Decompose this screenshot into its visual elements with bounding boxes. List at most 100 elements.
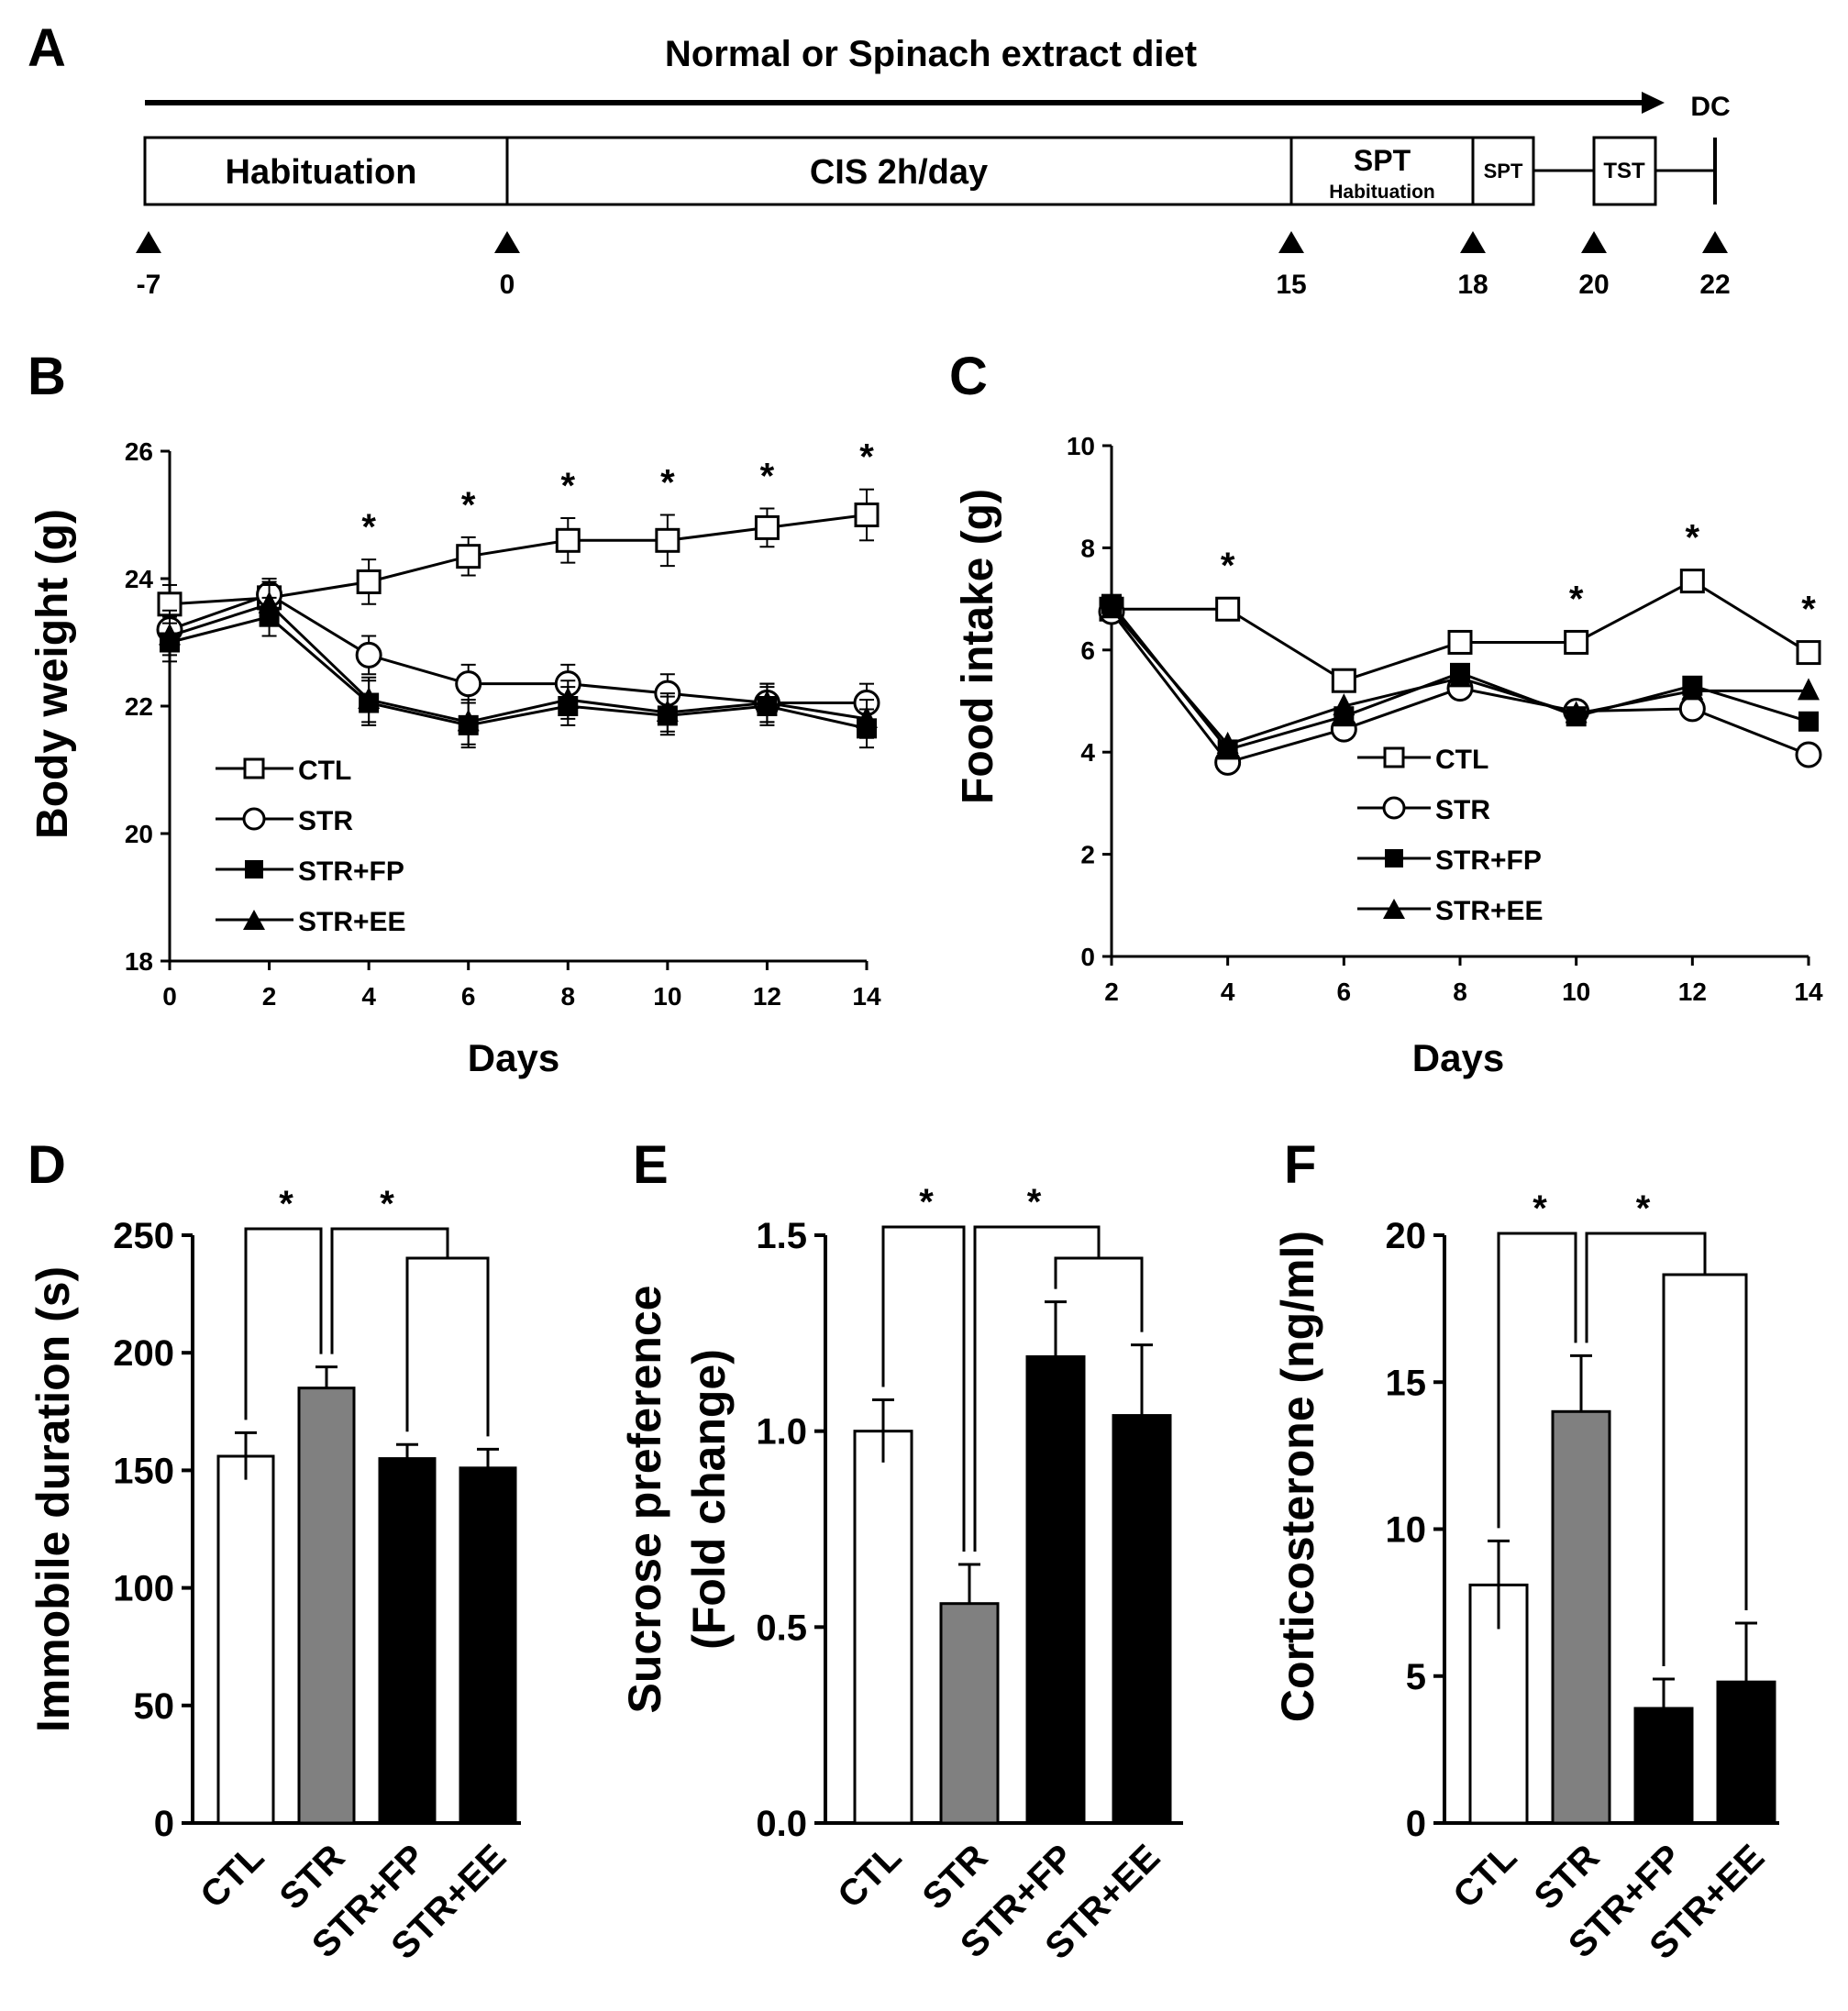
significance-bracket bbox=[1585, 1232, 1707, 1343]
legend-label: STR+EE bbox=[298, 907, 406, 937]
series-str-ee bbox=[1101, 596, 1820, 754]
data-point-marker bbox=[754, 514, 780, 540]
x-tick-label: 4 bbox=[361, 982, 376, 1011]
bar bbox=[378, 1457, 437, 1825]
data-point-marker bbox=[455, 670, 482, 698]
significance-star: * bbox=[361, 507, 376, 547]
significance-star: * bbox=[760, 457, 775, 497]
day-marker-label: 20 bbox=[1578, 270, 1609, 300]
y-axis-title-line2: (Fold change) bbox=[683, 1349, 735, 1650]
legend-marker-open-circle bbox=[242, 807, 266, 831]
legend-label: STR bbox=[1435, 795, 1490, 825]
significance-star: * bbox=[279, 1184, 293, 1224]
data-point-marker bbox=[655, 527, 681, 553]
y-tick-label: 200 bbox=[113, 1333, 174, 1374]
y-tick-label: 0 bbox=[1406, 1804, 1426, 1844]
legend-item-str-ee: STR+EE bbox=[1357, 896, 1544, 926]
x-tick-label: 6 bbox=[461, 982, 476, 1011]
legend-item-str-fp: STR+FP bbox=[216, 856, 404, 887]
bar bbox=[939, 1602, 1000, 1825]
significance-star: * bbox=[1636, 1188, 1651, 1229]
y-tick-label: 20 bbox=[1386, 1216, 1427, 1256]
significance-star: * bbox=[380, 1184, 394, 1224]
legend-item-str-ee: STR+EE bbox=[216, 907, 406, 937]
marker-triangle bbox=[1702, 231, 1728, 253]
y-tick-label: 10 bbox=[1386, 1510, 1427, 1551]
bar bbox=[1633, 1707, 1694, 1825]
data-point-marker bbox=[1798, 678, 1820, 701]
bar bbox=[459, 1466, 517, 1825]
x-tick-label: 12 bbox=[753, 982, 781, 1011]
series-line bbox=[169, 514, 868, 606]
legend-marker-open-circle bbox=[1382, 796, 1406, 820]
significance-star: * bbox=[1801, 590, 1816, 630]
x-tick-label: 8 bbox=[560, 982, 575, 1011]
immobile-duration-chart: D Immobile duration (s) 0 50 100 150 200 250 C… bbox=[28, 1135, 521, 1967]
legend-label: CTL bbox=[1435, 745, 1488, 775]
x-tick-label: 4 bbox=[1221, 978, 1235, 1006]
legend-marker-filled-triangle bbox=[1383, 899, 1405, 919]
day-marker: 20 bbox=[1578, 231, 1610, 300]
y-tick-label: 22 bbox=[125, 692, 153, 721]
panel-label-f: F bbox=[1284, 1135, 1316, 1195]
significance-bracket bbox=[881, 1225, 966, 1552]
legend-marker-filled-square bbox=[1385, 849, 1403, 867]
marker-triangle bbox=[1460, 231, 1486, 253]
significance-bracket bbox=[973, 1225, 1101, 1552]
y-axis-title: Food intake (g) bbox=[954, 489, 1002, 804]
data-point-marker bbox=[557, 687, 580, 710]
bar bbox=[1716, 1680, 1776, 1825]
segment-label: SPT bbox=[1484, 160, 1523, 182]
day-marker: 0 bbox=[494, 231, 520, 300]
panel-label-a: A bbox=[28, 18, 66, 78]
significance-star: * bbox=[1686, 518, 1700, 558]
segment-label: SPT bbox=[1354, 144, 1411, 177]
legend-marker-filled-triangle bbox=[243, 910, 265, 930]
data-point-marker bbox=[1333, 693, 1356, 716]
x-tick-label: 2 bbox=[1104, 978, 1119, 1006]
data-point-marker bbox=[1679, 569, 1705, 594]
data-point-marker bbox=[457, 709, 480, 732]
x-tick-label: 0 bbox=[162, 982, 177, 1011]
segment-sublabel: Habituation bbox=[1329, 182, 1435, 203]
y-tick-label: 1.0 bbox=[756, 1412, 807, 1453]
significance-bracket bbox=[405, 1256, 490, 1437]
series-line bbox=[169, 615, 868, 730]
significance-bracket bbox=[1662, 1273, 1748, 1666]
significance-star: * bbox=[560, 466, 575, 506]
legend-item-str: STR bbox=[1357, 795, 1490, 825]
y-tick-label: 2 bbox=[1080, 841, 1095, 869]
panel-label-c: C bbox=[949, 347, 988, 406]
x-tick-label: 8 bbox=[1453, 978, 1467, 1006]
legend-item-str: STR bbox=[216, 806, 353, 836]
significance-star: * bbox=[461, 485, 476, 525]
series-str-fp bbox=[160, 596, 877, 749]
legend-item-str-fp: STR+FP bbox=[1357, 845, 1542, 876]
legend-label: STR bbox=[298, 806, 353, 836]
data-point-marker bbox=[1331, 668, 1356, 693]
significance-star: * bbox=[1533, 1188, 1547, 1229]
legend-marker-open-square bbox=[1383, 746, 1405, 768]
legend-item-ctl: CTL bbox=[1357, 745, 1488, 775]
bar bbox=[853, 1430, 913, 1825]
day-marker-label: -7 bbox=[137, 270, 161, 300]
day-marker-label: 22 bbox=[1699, 270, 1730, 300]
y-tick-label: 20 bbox=[125, 820, 153, 848]
segment-label: Habituation bbox=[226, 153, 417, 192]
y-tick-label: 0 bbox=[1080, 943, 1095, 971]
day-marker: -7 bbox=[136, 231, 161, 300]
y-tick-label: 0.0 bbox=[756, 1804, 807, 1844]
y-tick-label: 100 bbox=[113, 1569, 174, 1609]
data-point-marker bbox=[555, 527, 581, 553]
x-tick-label: 2 bbox=[262, 982, 277, 1011]
y-axis-title: Corticosterone (ng/ml) bbox=[1272, 1231, 1323, 1722]
y-tick-label: 1.5 bbox=[756, 1216, 807, 1256]
data-point-marker bbox=[1796, 640, 1821, 666]
day-marker-label: 0 bbox=[500, 270, 515, 300]
legend: CTL STR STR+FP STR+EE bbox=[216, 756, 406, 937]
data-point-marker bbox=[1798, 711, 1819, 732]
category-label: CTL bbox=[830, 1837, 909, 1916]
